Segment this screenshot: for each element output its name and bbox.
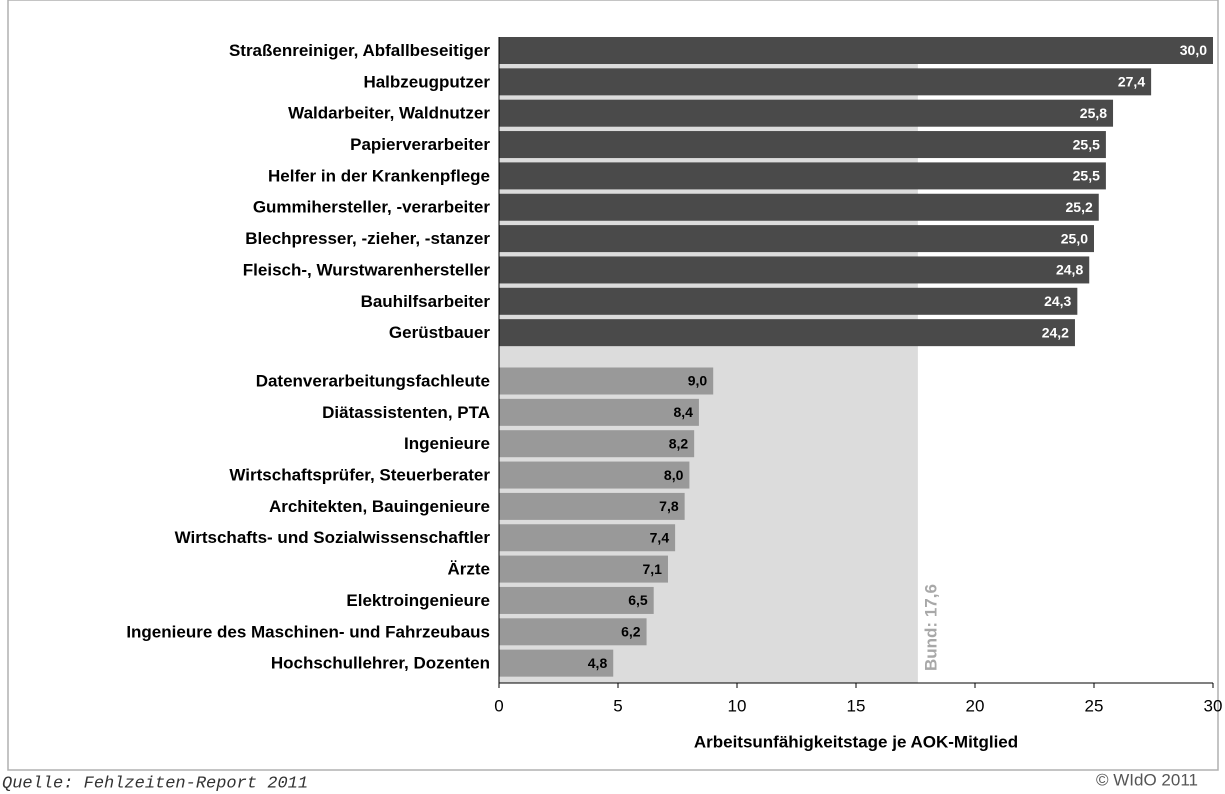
bar: [499, 524, 676, 552]
bar: [499, 461, 690, 489]
bar: [499, 492, 685, 520]
bar: [499, 586, 654, 614]
bar: [499, 256, 1090, 284]
category-label: Fleisch-, Wurstwarenhersteller: [243, 260, 491, 279]
bar: [499, 287, 1078, 315]
bar: [499, 649, 614, 677]
value-label: 24,3: [1044, 293, 1071, 309]
x-tick-label: 20: [966, 696, 985, 715]
value-label: 27,4: [1118, 74, 1145, 90]
bar: [499, 618, 647, 646]
bar: [499, 555, 668, 583]
value-label: 8,0: [664, 467, 684, 483]
category-label: Wirtschaftsprüfer, Steuerberater: [229, 466, 490, 485]
x-axis-label: Arbeitsunfähigkeitstage je AOK-Mitglied: [694, 732, 1018, 751]
bar: [499, 225, 1094, 253]
reference-label: Bund: 17,6: [921, 584, 940, 671]
bar: [499, 99, 1114, 127]
category-label: Gerüstbauer: [389, 323, 490, 342]
bar: [499, 37, 1213, 64]
source: Quelle: Fehlzeiten-Report 2011: [2, 774, 308, 793]
value-label: 25,5: [1073, 168, 1100, 184]
value-label: 24,8: [1056, 262, 1083, 278]
value-label: 25,0: [1061, 230, 1088, 246]
bar: [499, 193, 1099, 221]
bar: [499, 367, 714, 395]
category-label: Ingenieure des Maschinen- und Fahrzeubau…: [126, 622, 490, 641]
bar: [499, 131, 1106, 159]
category-label: Gummihersteller, -verarbeiter: [253, 198, 491, 217]
value-label: 7,1: [643, 561, 663, 577]
value-label: 7,8: [659, 498, 679, 514]
x-tick-label: 10: [728, 696, 747, 715]
category-label: Datenverarbeitungsfachleute: [256, 371, 490, 390]
x-tick-label: 0: [494, 696, 503, 715]
value-label: 4,8: [588, 655, 608, 671]
value-label: 6,5: [628, 592, 648, 608]
category-label: Hochschullehrer, Dozenten: [271, 654, 490, 673]
bar: [499, 68, 1152, 96]
value-label: 25,2: [1066, 199, 1093, 215]
category-label: Architekten, Bauingenieure: [269, 497, 490, 516]
value-label: 6,2: [621, 624, 641, 640]
value-label: 9,0: [688, 373, 708, 389]
x-tick-label: 15: [847, 696, 866, 715]
bar: [499, 398, 699, 426]
frame: [7, 0, 1219, 771]
bar: [499, 319, 1075, 347]
category-label: Blechpresser, -zieher, -stanzer: [245, 229, 490, 248]
value-label: 8,4: [673, 404, 693, 420]
value-label: 24,2: [1042, 324, 1069, 340]
category-label: Diätassistenten, PTA: [322, 403, 490, 422]
category-label: Helfer in der Krankenpflege: [268, 166, 490, 185]
category-label: Ingenieure: [404, 434, 490, 453]
value-label: 8,2: [669, 435, 689, 451]
x-tick-label: 25: [1085, 696, 1104, 715]
category-label: Bauhilfsarbeiter: [361, 292, 491, 311]
category-label: Ärzte: [447, 560, 490, 579]
value-label: 25,8: [1080, 105, 1107, 121]
value-label: 30,0: [1180, 42, 1207, 58]
bar: [499, 430, 695, 458]
category-label: Papierverarbeiter: [350, 135, 490, 154]
category-label: Halbzeugputzer: [363, 72, 490, 91]
category-label: Elektroingenieure: [346, 591, 490, 610]
category-label: Straßenreiniger, Abfallbeseitiger: [229, 41, 490, 60]
value-label: 25,5: [1073, 136, 1100, 152]
category-label: Wirtschafts- und Sozialwissenschaftler: [175, 528, 491, 547]
x-tick-label: 5: [613, 696, 622, 715]
value-label: 7,4: [650, 529, 670, 545]
copyright: © WIdO 2011: [1096, 770, 1198, 789]
category-label: Waldarbeiter, Waldnutzer: [288, 104, 490, 123]
bar: [499, 162, 1106, 190]
x-tick-label: 30: [1204, 696, 1223, 715]
